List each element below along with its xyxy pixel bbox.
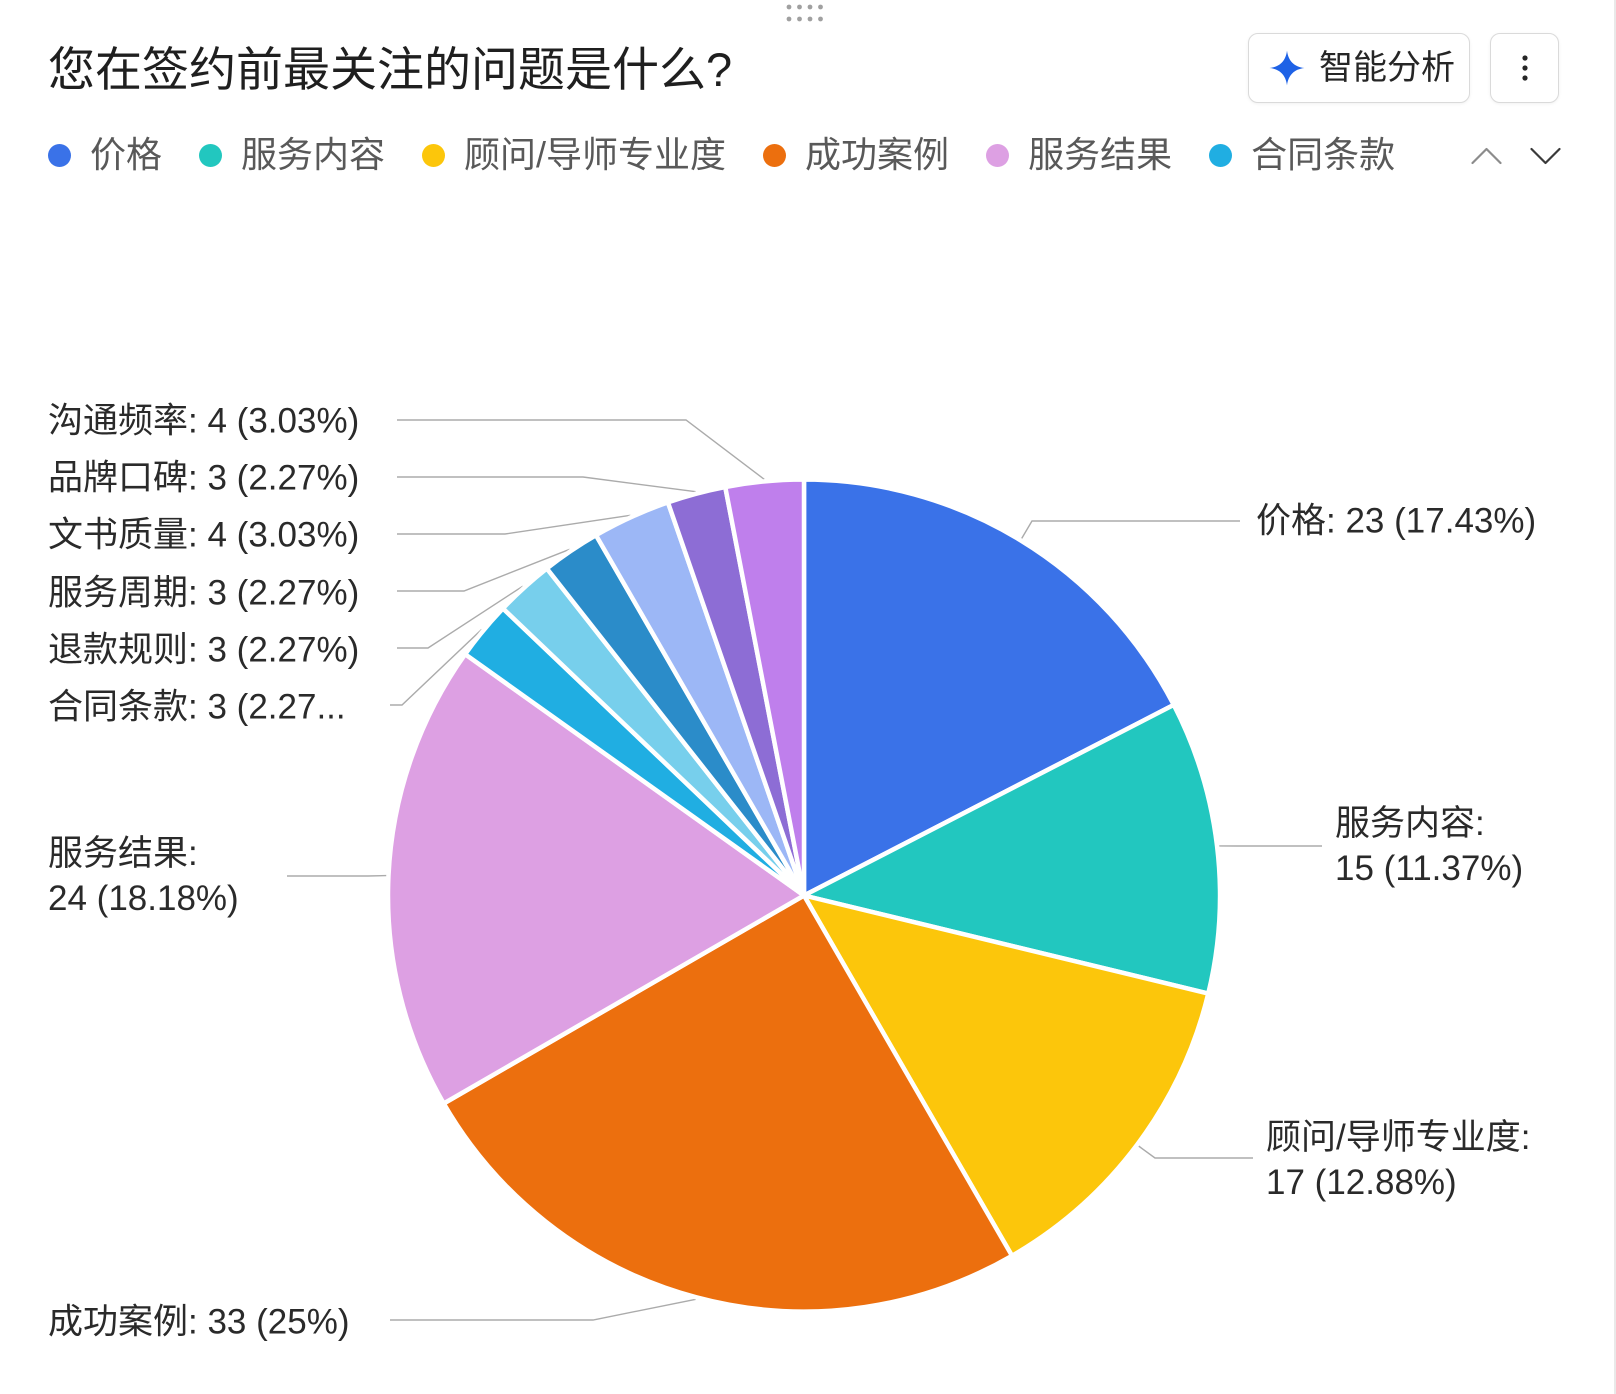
legend-item-4[interactable]: 成功案例 bbox=[763, 132, 949, 178]
label-line-11 bbox=[397, 419, 765, 480]
legend-item-3[interactable]: 顾问/导师专业度 bbox=[422, 132, 726, 178]
legend-dot bbox=[48, 143, 71, 167]
legend-item-5[interactable]: 服务结果 bbox=[986, 132, 1172, 178]
label-line-8 bbox=[397, 548, 570, 592]
legend-item-2[interactable]: 服务内容 bbox=[199, 132, 385, 178]
label-line-7 bbox=[397, 585, 524, 649]
label-line-3 bbox=[1138, 1145, 1253, 1159]
legend-label: 成功案例 bbox=[805, 134, 950, 175]
legend-label: 服务结果 bbox=[1028, 134, 1173, 175]
label-line-10 bbox=[397, 476, 696, 493]
drag-handle-icon[interactable] bbox=[783, 1, 827, 27]
chart-title: 您在签约前最关注的问题是什么? bbox=[48, 43, 733, 96]
legend-label: 顾问/导师专业度 bbox=[464, 134, 727, 175]
legend-label: 价格 bbox=[90, 134, 163, 175]
label-line-6 bbox=[390, 628, 483, 706]
legend-dot bbox=[763, 143, 787, 167]
pie-slices bbox=[385, 477, 1223, 1314]
smart-analysis-button[interactable]: 智能分析 bbox=[1248, 33, 1470, 103]
label-lines bbox=[287, 419, 1322, 1321]
label-line-1 bbox=[1020, 520, 1240, 539]
label-line-4 bbox=[390, 1298, 696, 1321]
pie-slice-11[interactable] bbox=[723, 477, 807, 898]
legend-label: 服务内容 bbox=[241, 134, 386, 175]
pie-slice-5[interactable] bbox=[385, 651, 807, 1106]
smart-analysis-label: 智能分析 bbox=[1319, 49, 1455, 87]
chevron-down-icon[interactable] bbox=[1530, 146, 1561, 166]
chevron-up-icon[interactable] bbox=[1471, 146, 1502, 166]
legend-dot bbox=[199, 143, 223, 167]
legend-item-6[interactable]: 合同条款 bbox=[1209, 132, 1395, 178]
legend-dot bbox=[986, 143, 1010, 167]
more-vertical-icon bbox=[1521, 55, 1528, 81]
pie-slice-3[interactable] bbox=[801, 893, 1211, 1259]
legend-label: 合同条款 bbox=[1251, 134, 1396, 175]
chart-legend: 价格 服务内容 顾问/导师专业度 成功案例 服务结果 合同条款 bbox=[48, 132, 1432, 178]
pie-slice-1[interactable] bbox=[801, 477, 1177, 898]
more-button[interactable] bbox=[1490, 33, 1559, 103]
label-line-9 bbox=[397, 514, 631, 535]
legend-dot bbox=[422, 143, 446, 167]
legend-item-1[interactable]: 价格 bbox=[48, 132, 162, 178]
pie-slice-4[interactable] bbox=[441, 893, 1015, 1314]
legend-dot bbox=[1209, 143, 1233, 167]
sparkle-icon bbox=[1269, 50, 1305, 86]
pie-slice-2[interactable] bbox=[801, 702, 1223, 996]
